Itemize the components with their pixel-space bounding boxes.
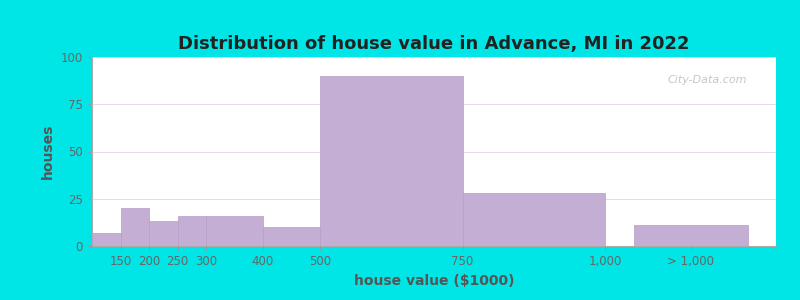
X-axis label: house value ($1000): house value ($1000): [354, 274, 514, 288]
Bar: [634, 225, 747, 246]
Bar: [263, 227, 320, 246]
Bar: [92, 233, 121, 246]
Y-axis label: houses: houses: [41, 124, 55, 179]
Bar: [462, 193, 605, 246]
Text: City-Data.com: City-Data.com: [668, 75, 747, 85]
Bar: [149, 221, 178, 246]
Title: Distribution of house value in Advance, MI in 2022: Distribution of house value in Advance, …: [178, 35, 690, 53]
Bar: [178, 216, 206, 246]
Bar: [206, 216, 263, 246]
Bar: [320, 76, 462, 246]
Bar: [121, 208, 149, 246]
